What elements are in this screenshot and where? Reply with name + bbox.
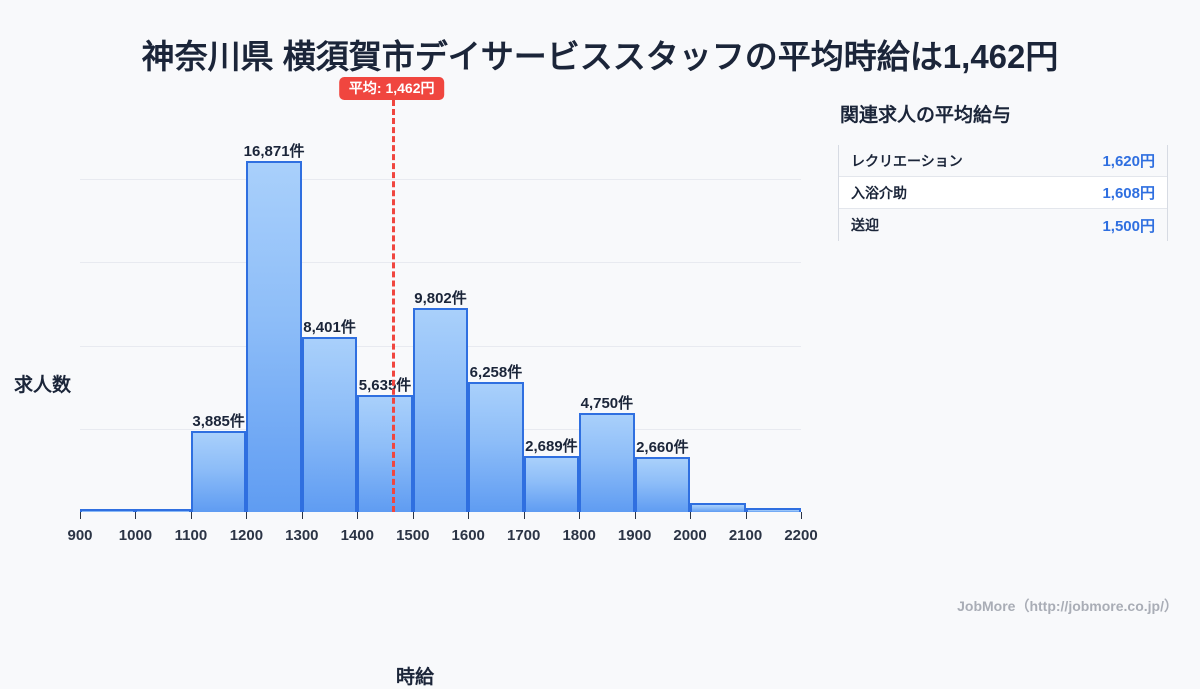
x-axis-tick-label: 1200 bbox=[229, 527, 264, 544]
table-row[interactable]: レクリエーション 1,620円 bbox=[839, 145, 1167, 177]
bar-value-label: 2,660件 bbox=[636, 438, 689, 456]
bar-value-label: 5,635件 bbox=[358, 376, 412, 394]
x-axis-tick-label: 1500 bbox=[396, 527, 430, 544]
histogram-bar bbox=[301, 337, 358, 512]
related-job-salary: 1,608円 bbox=[1102, 185, 1155, 202]
histogram-bar bbox=[523, 456, 580, 512]
histogram-bar bbox=[412, 308, 469, 512]
bar-value-label: 16,871件 bbox=[243, 142, 305, 160]
related-salary-table: レクリエーション 1,620円入浴介助 1,608円送迎 1,500円 bbox=[838, 145, 1168, 241]
x-axis-tick bbox=[690, 512, 692, 519]
x-axis-tick bbox=[80, 512, 81, 519]
bar-value-label: 4,750件 bbox=[580, 395, 634, 413]
histogram-bar bbox=[690, 503, 746, 512]
x-axis-tick bbox=[135, 512, 137, 519]
related-job-label: 送迎 bbox=[851, 217, 879, 233]
x-axis-tick-label: 1800 bbox=[562, 527, 596, 544]
histogram-bar bbox=[246, 160, 302, 512]
x-axis-tick bbox=[190, 512, 192, 519]
average-badge: 平均: 1,462円 bbox=[338, 77, 445, 100]
histogram-bar bbox=[135, 509, 191, 512]
x-axis-tick-label: 900 bbox=[67, 527, 93, 544]
related-salary-heading: 関連求人の平均給与 bbox=[840, 105, 1012, 126]
histogram-bar bbox=[634, 456, 691, 512]
table-row[interactable]: 送迎 1,500円 bbox=[839, 209, 1167, 241]
bar-value-label: 9,802件 bbox=[414, 290, 467, 308]
related-job-label: レクリエーション bbox=[851, 152, 963, 169]
histogram-bar bbox=[357, 394, 413, 512]
x-axis-tick-label: 1000 bbox=[118, 527, 153, 544]
bar-value-label: 8,401件 bbox=[303, 319, 356, 337]
x-axis-tick bbox=[745, 512, 747, 519]
x-axis-tick-label: 2100 bbox=[728, 527, 763, 544]
x-axis-tick-label: 2200 bbox=[784, 527, 818, 544]
related-job-salary: 1,500円 bbox=[1102, 217, 1155, 235]
x-axis-tick bbox=[579, 512, 581, 519]
histogram-bar bbox=[745, 508, 801, 512]
x-axis-tick-label: 1100 bbox=[174, 527, 208, 544]
bar-value-label: 3,885件 bbox=[192, 413, 245, 431]
bar-value-label: 2,689件 bbox=[525, 438, 578, 456]
x-axis-tick bbox=[357, 512, 359, 519]
x-axis-tick-label: 1400 bbox=[340, 527, 374, 544]
x-axis-title: 時給 bbox=[395, 667, 434, 688]
plot-area: 3,885件 16,871件 8,401件 5,635件 9,802件 6,258件 2,6… bbox=[67, 77, 818, 544]
gridline bbox=[80, 262, 801, 264]
x-axis-tick bbox=[468, 512, 470, 519]
page-title: 神奈川県 横須賀市デイサービススタッフの平均時給は1,462円 bbox=[141, 38, 1059, 75]
histogram-bar bbox=[579, 413, 635, 512]
x-axis-tick bbox=[523, 512, 525, 519]
x-axis-tick-label: 1900 bbox=[617, 527, 652, 544]
x-axis-tick bbox=[412, 512, 414, 519]
x-axis-tick bbox=[246, 512, 248, 519]
related-job-label: 入浴介助 bbox=[851, 184, 907, 201]
histogram-bar bbox=[468, 381, 524, 512]
x-axis-tick-label: 1700 bbox=[507, 527, 541, 544]
x-axis-tick bbox=[634, 512, 636, 519]
source-attribution: JobMore（http://jobmore.co.jp/） bbox=[957, 598, 1178, 614]
histogram-chart: 3,885件 16,871件 8,401件 5,635件 9,802件 6,258件 2,6… bbox=[0, 77, 830, 688]
histogram-bar bbox=[80, 509, 136, 512]
x-axis-tick-label: 1600 bbox=[451, 527, 485, 544]
x-axis-tick-label: 2000 bbox=[673, 527, 707, 544]
y-axis-title: 求人数 bbox=[14, 375, 72, 396]
average-line bbox=[391, 100, 395, 512]
related-salary-panel: 関連求人の平均給与 レクリエーション 1,620円入浴介助 1,608円送迎 1,50… bbox=[838, 100, 1168, 241]
x-axis-tick bbox=[301, 512, 303, 519]
gridline bbox=[80, 179, 801, 181]
bar-value-label: 6,258件 bbox=[469, 363, 523, 381]
table-row[interactable]: 入浴介助 1,608円 bbox=[839, 177, 1167, 209]
x-axis-tick bbox=[801, 512, 802, 519]
histogram-bar bbox=[190, 431, 247, 512]
related-job-salary: 1,620円 bbox=[1102, 153, 1155, 170]
x-axis-tick-label: 1300 bbox=[285, 527, 319, 544]
